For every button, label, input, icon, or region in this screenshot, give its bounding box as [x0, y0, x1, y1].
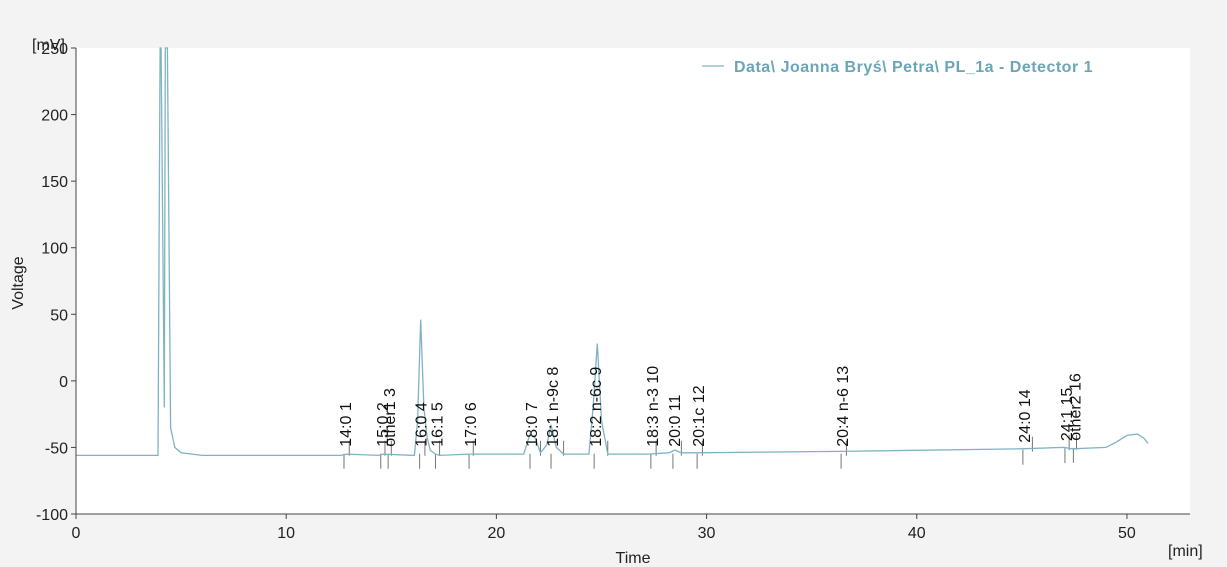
x-tick-label: 50 [1118, 525, 1136, 542]
x-tick-label: 30 [698, 525, 716, 542]
plot-area [76, 48, 1190, 514]
y-tick-label: 50 [50, 307, 68, 324]
peak-label: 18:2 n-6c 9 [588, 367, 605, 447]
peak-label: 18:3 n-3 10 [645, 366, 662, 447]
peak-label: 20:1c 12 [691, 385, 708, 446]
y-tick-label: 250 [41, 41, 68, 58]
x-axis-unit: [min] [1168, 543, 1203, 560]
peak-label: 18:0 7 [524, 402, 541, 447]
y-tick-label: 200 [41, 108, 68, 125]
y-axis-ticks: -100 -50 0 50 100 150 200 250 [36, 41, 76, 524]
y-tick-label: 150 [41, 174, 68, 191]
peak-label: 20:0 11 [667, 394, 684, 446]
peak-label: 24:1 15 [1059, 388, 1076, 441]
peak-label: other1 3 [382, 388, 399, 447]
y-axis-unit: [mV] [32, 37, 65, 54]
y-tick-label: -100 [36, 507, 68, 524]
x-tick-label: 40 [908, 525, 926, 542]
x-axis-title: Time [616, 550, 651, 567]
peak-label: 17:0 6 [463, 402, 480, 447]
y-tick-label: 100 [41, 241, 68, 258]
peak-label: 14:0 1 [338, 402, 355, 447]
x-axis-ticks: 0 10 20 30 40 50 [72, 514, 1136, 542]
peak-label: 20:4 n-6 13 [835, 366, 852, 447]
y-tick-label: 0 [59, 374, 68, 391]
x-tick-label: 10 [277, 525, 295, 542]
peak-label: 18:1 n-9c 8 [545, 367, 562, 447]
peak-label: 24:0 14 [1017, 389, 1034, 442]
peak-label: 16:0 4 [414, 402, 431, 447]
y-tick-label: -50 [45, 440, 68, 457]
detector-trace [76, 47, 1149, 457]
legend-label: Data\ Joanna Bryś\ Petra\ PL_1a - Detect… [734, 59, 1093, 76]
x-tick-label: 20 [487, 525, 505, 542]
peak-label: other2 16 [1067, 373, 1084, 441]
peak-label: 16:1 5 [429, 402, 446, 447]
peak-label: 15:0 2 [375, 402, 392, 447]
y-axis-title: Voltage [10, 256, 27, 309]
x-tick-label: 0 [72, 525, 81, 542]
